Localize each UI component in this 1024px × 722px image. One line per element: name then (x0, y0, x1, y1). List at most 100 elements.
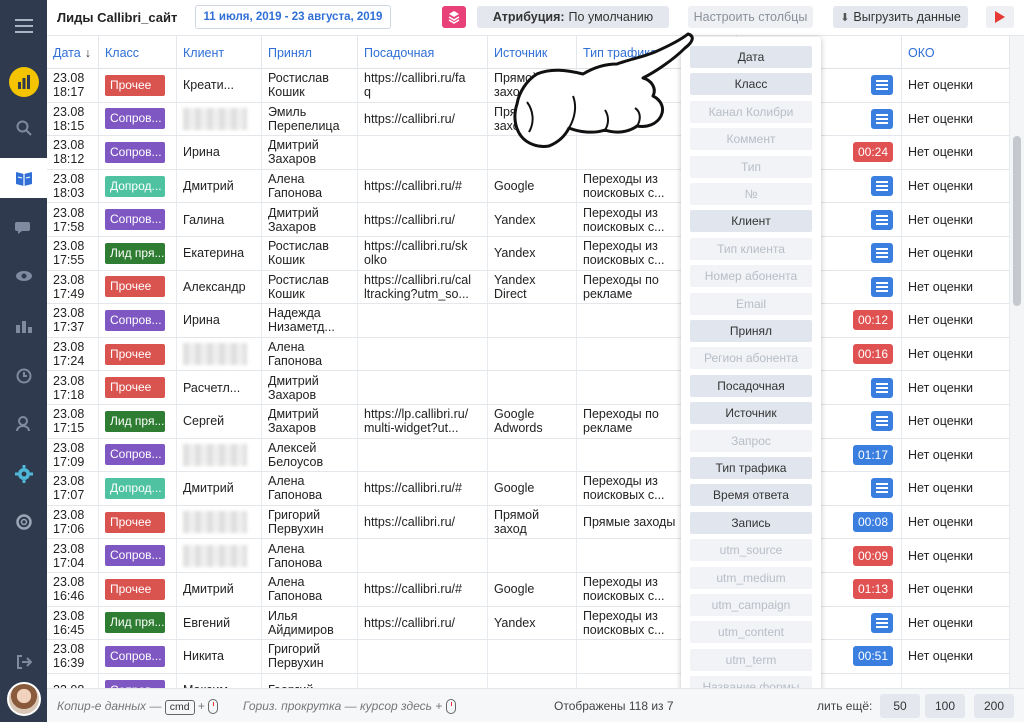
eye-icon[interactable] (0, 256, 47, 296)
class-badge[interactable]: Допрод... (105, 478, 165, 499)
class-badge[interactable]: Сопров... (105, 646, 165, 667)
table-row[interactable]: 23.08 16:39 Сопров... Никита Григорий Первухи… (47, 640, 1010, 674)
settings-gear-icon[interactable] (0, 454, 47, 494)
client-name[interactable]: Креати... (183, 78, 234, 92)
export-data-button[interactable]: ⬇ Выгрузить данные (833, 6, 968, 28)
comment-note-icon[interactable] (871, 277, 893, 297)
column-toggle-option[interactable]: Тип трафика (690, 457, 812, 479)
column-header-class[interactable]: Класс (99, 36, 177, 69)
page-size-50-button[interactable]: 50 (880, 694, 920, 718)
column-toggle-option[interactable]: Тип клиента (690, 238, 812, 260)
client-name[interactable]: Дмитрий (183, 481, 234, 495)
table-row[interactable]: 23.08 17:55 Лид пря... Екатерина Ростислав Ко… (47, 237, 1010, 271)
client-name[interactable]: Галина (183, 213, 224, 227)
column-toggle-option[interactable]: utm_content (690, 621, 812, 643)
table-row[interactable]: 23.08 17:58 Сопров... Галина Дмитрий Захаров h… (47, 203, 1010, 237)
client-name[interactable]: Ирина (183, 145, 220, 159)
client-name[interactable]: Дмитрий (183, 179, 234, 193)
comment-note-icon[interactable] (871, 478, 893, 498)
table-row[interactable]: 23.08 16:45 Лид пря... Евгений Илья Айдимиров… (47, 607, 1010, 641)
table-row[interactable]: 23.08 16:46 Прочее Дмитрий Алена Гапонова http… (47, 573, 1010, 607)
comment-note-icon[interactable] (871, 210, 893, 230)
table-row[interactable]: 23.08 17:09 Сопров... Алексей Белоусов 01:17 Н… (47, 439, 1010, 473)
table-row[interactable]: 23.08 18:03 Допрод... Дмитрий Алена Гапонова h… (47, 170, 1010, 204)
call-recording-duration[interactable]: 00:24 (853, 142, 893, 162)
attribution-settings-icon[interactable] (442, 6, 466, 28)
client-name[interactable]: Ирина (183, 313, 220, 327)
chat-icon[interactable] (0, 208, 47, 248)
class-badge[interactable]: Лид пря... (105, 411, 165, 432)
video-tutorial-button[interactable] (986, 6, 1014, 28)
dashboard-logo-icon[interactable] (0, 62, 47, 102)
class-badge[interactable]: Лид пря... (105, 243, 165, 264)
class-badge[interactable]: Прочее (105, 344, 165, 365)
table-row[interactable]: 23.08 17:18 Прочее Расчетл... Дмитрий Захаров… (47, 371, 1010, 405)
comment-note-icon[interactable] (871, 176, 893, 196)
bar-chart-icon[interactable] (0, 306, 47, 346)
class-badge[interactable]: Прочее (105, 377, 165, 398)
table-row[interactable]: 23.08 17:37 Сопров... Ирина Надежда Низаметд.… (47, 304, 1010, 338)
call-recording-duration[interactable]: 00:12 (853, 310, 893, 330)
class-badge[interactable]: Сопров... (105, 142, 165, 163)
comment-note-icon[interactable] (871, 613, 893, 633)
menu-icon[interactable] (0, 6, 47, 46)
logout-icon[interactable] (0, 642, 47, 682)
client-name[interactable]: Екатерина (183, 246, 244, 260)
table-row[interactable]: 23.08 17:06 Прочее Григорий Первухин https://… (47, 506, 1010, 540)
call-recording-duration[interactable]: 01:13 (853, 579, 893, 599)
configure-columns-button[interactable]: Настроить столбцы (688, 6, 813, 28)
sort-desc-icon[interactable]: ↓ (85, 46, 91, 60)
attribution-button[interactable]: Атрибуция: По умолчанию (477, 6, 669, 28)
comment-note-icon[interactable] (871, 75, 893, 95)
client-name[interactable]: Сергей (183, 414, 224, 428)
column-toggle-option[interactable]: utm_medium (690, 567, 812, 589)
help-lifebuoy-icon[interactable] (0, 502, 47, 542)
column-toggle-option[interactable]: Тип (690, 156, 812, 178)
table-row[interactable]: 23.08 17:04 Сопров... Алена Гапонова 00:09 Нет… (47, 539, 1010, 573)
table-row[interactable]: 23.08 17:49 Прочее Александр Ростислав Кошик h… (47, 271, 1010, 305)
column-toggle-option[interactable]: Коммент (690, 128, 812, 150)
class-badge[interactable]: Прочее (105, 75, 165, 96)
column-toggle-option[interactable]: utm_term (690, 649, 812, 671)
column-toggle-option[interactable]: Канал Колибри (690, 101, 812, 123)
class-badge[interactable]: Допрод... (105, 176, 165, 197)
class-badge[interactable]: Сопров... (105, 680, 165, 688)
column-toggle-option[interactable]: utm_campaign (690, 594, 812, 616)
column-toggle-option[interactable]: utm_source (690, 539, 812, 561)
column-toggle-option[interactable]: № (690, 183, 812, 205)
column-toggle-option[interactable]: Клиент (690, 210, 812, 232)
page-size-100-button[interactable]: 100 (925, 694, 965, 718)
table-row[interactable]: 23.08 17:24 Прочее Алена Гапонова 00:16 Нет оц… (47, 338, 1010, 372)
table-row[interactable]: 23.08 17:15 Лид пря... Сергей Дмитрий Захаров… (47, 405, 1010, 439)
class-badge[interactable]: Прочее (105, 276, 165, 297)
client-name[interactable]: Александр (183, 280, 246, 294)
table-row[interactable]: 23.08 17:07 Допрод... Дмитрий Алена Гапонова h… (47, 472, 1010, 506)
class-badge[interactable]: Прочее (105, 579, 165, 600)
column-toggle-option[interactable]: Время ответа (690, 484, 812, 506)
column-toggle-option[interactable]: Запрос (690, 430, 812, 452)
scrollbar-thumb[interactable] (1013, 136, 1021, 306)
client-name[interactable]: Расчетл... (183, 381, 240, 395)
column-toggle-option[interactable]: Номер абонента (690, 265, 812, 287)
column-toggle-option[interactable]: Источник (690, 402, 812, 424)
date-range-picker[interactable]: 11 июля, 2019 - 23 августа, 2019 (195, 5, 391, 29)
column-header-date[interactable]: Дата ↓ (47, 36, 99, 69)
client-name[interactable]: Евгений (183, 616, 230, 630)
client-name[interactable]: Дмитрий (183, 582, 234, 596)
column-toggle-option[interactable]: Запись (690, 512, 812, 534)
comment-note-icon[interactable] (871, 411, 893, 431)
call-recording-duration[interactable]: 00:51 (853, 646, 893, 666)
column-toggle-option[interactable]: Регион абонента (690, 347, 812, 369)
comment-note-icon[interactable] (871, 378, 893, 398)
column-toggle-option[interactable]: Дата (690, 46, 812, 68)
class-badge[interactable]: Сопров... (105, 444, 165, 465)
vertical-scrollbar[interactable] (1010, 36, 1024, 688)
column-header-accepted[interactable]: Принял (262, 36, 358, 69)
comment-note-icon[interactable] (871, 109, 893, 129)
search-icon[interactable] (0, 108, 47, 148)
table-row[interactable]: 23.08 Сопров... Максим Георгий (47, 674, 1010, 688)
page-size-200-button[interactable]: 200 (974, 694, 1014, 718)
call-recording-duration[interactable]: 00:16 (853, 344, 893, 364)
call-recording-duration[interactable]: 00:09 (853, 546, 893, 566)
avatar[interactable] (7, 682, 41, 716)
